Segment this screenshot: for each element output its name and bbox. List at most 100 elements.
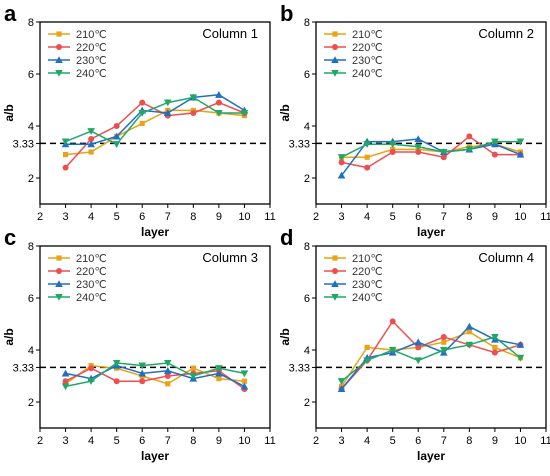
data-point [113,123,120,129]
x-tick-label: 9 [492,435,498,447]
data-point [112,141,121,148]
data-point [516,138,525,146]
data-point [61,383,70,391]
series-line [65,109,245,156]
data-point [190,365,196,371]
x-tick-label: 11 [540,435,550,447]
data-point [240,382,249,390]
data-point [492,344,498,350]
data-point [388,346,397,354]
legend-label: 210℃ [352,253,383,265]
y-axis-label: a/b [278,104,292,121]
y-tick-label: 4 [304,345,310,357]
legend-label: 230℃ [352,55,383,67]
x-tick-label: 7 [441,211,447,223]
x-tick-label: 9 [216,435,222,447]
y-tick-label: 6 [304,293,310,305]
y-tick-label: 2 [28,173,34,185]
data-point [113,378,120,385]
data-point [364,154,370,160]
data-point [190,110,197,116]
series-240℃ [61,359,249,391]
legend-swatch-marker [332,255,338,261]
data-point [415,344,422,351]
data-point [163,109,172,117]
data-point [189,372,198,380]
legend-swatch-marker [331,69,339,77]
x-tick-label: 4 [88,435,94,447]
x-tick-label: 10 [238,211,250,223]
legend-swatch-marker [331,280,339,288]
x-tick-label: 5 [390,211,396,223]
x-tick-label: 8 [466,435,472,447]
data-point [389,318,396,325]
legend-label: 210℃ [76,29,107,41]
x-tick-label: 11 [540,211,550,223]
legend-swatch-marker [56,44,62,50]
data-point [88,149,94,155]
panel-title: Column 1 [202,26,258,41]
data-point [163,359,172,367]
data-point [164,373,171,379]
legend-swatch-marker [331,56,339,64]
data-point [440,154,447,161]
x-tick-label: 3 [62,211,68,223]
y-tick-label: 4 [28,345,34,357]
series-220℃ [62,99,248,171]
data-point [61,369,70,377]
data-point [138,369,147,377]
plot-frame [315,21,547,205]
data-point [441,339,447,345]
legend-label: 240℃ [352,292,383,304]
legend-swatch-marker [332,44,338,50]
data-point [87,378,95,385]
y-axis-label: a/b [2,104,16,121]
x-tick-label: 6 [415,211,421,223]
legend-swatch-marker [55,56,63,64]
y-tick-label: 2 [28,397,34,409]
data-point [337,154,346,161]
y-tick-label: 8 [304,17,310,29]
x-tick-label: 10 [238,435,250,447]
x-tick-label: 2 [313,211,319,223]
data-point [465,322,474,330]
data-point [215,109,223,117]
data-point [87,128,95,135]
data-point [61,138,70,146]
x-tick-label: 8 [190,211,196,223]
panel-title: Column 3 [202,250,258,265]
series-line [65,96,245,146]
x-tick-label: 5 [114,211,120,223]
series-line [340,330,521,387]
data-point [62,164,69,171]
panel-c: 2 3 4 5 6 7 8 9 10 11 2 3.33 4 6 8 layer a/b c Column 3 210… [2,225,276,463]
legend-swatch-marker [56,255,62,261]
x-tick-label: 5 [390,435,396,447]
y-tick-label: 6 [28,69,34,81]
data-point [88,365,95,372]
data-point [465,146,474,154]
data-point [364,164,371,171]
series-line [65,364,245,388]
series-line [64,101,245,169]
data-point [440,334,447,340]
data-point [87,140,95,148]
series-line [341,140,521,158]
x-tick-label: 2 [313,435,319,447]
x-axis-label: layer [417,225,445,239]
plot-frame [315,245,547,429]
panel-label: c [4,225,16,250]
series-line [340,325,521,390]
y-tick-label: 3.33 [13,138,34,150]
data-point [414,357,423,365]
data-point [215,365,223,372]
x-tick-label: 6 [139,435,145,447]
x-tick-label: 7 [165,435,171,447]
y-tick-label: 3.33 [13,362,34,374]
series-line [340,320,521,390]
